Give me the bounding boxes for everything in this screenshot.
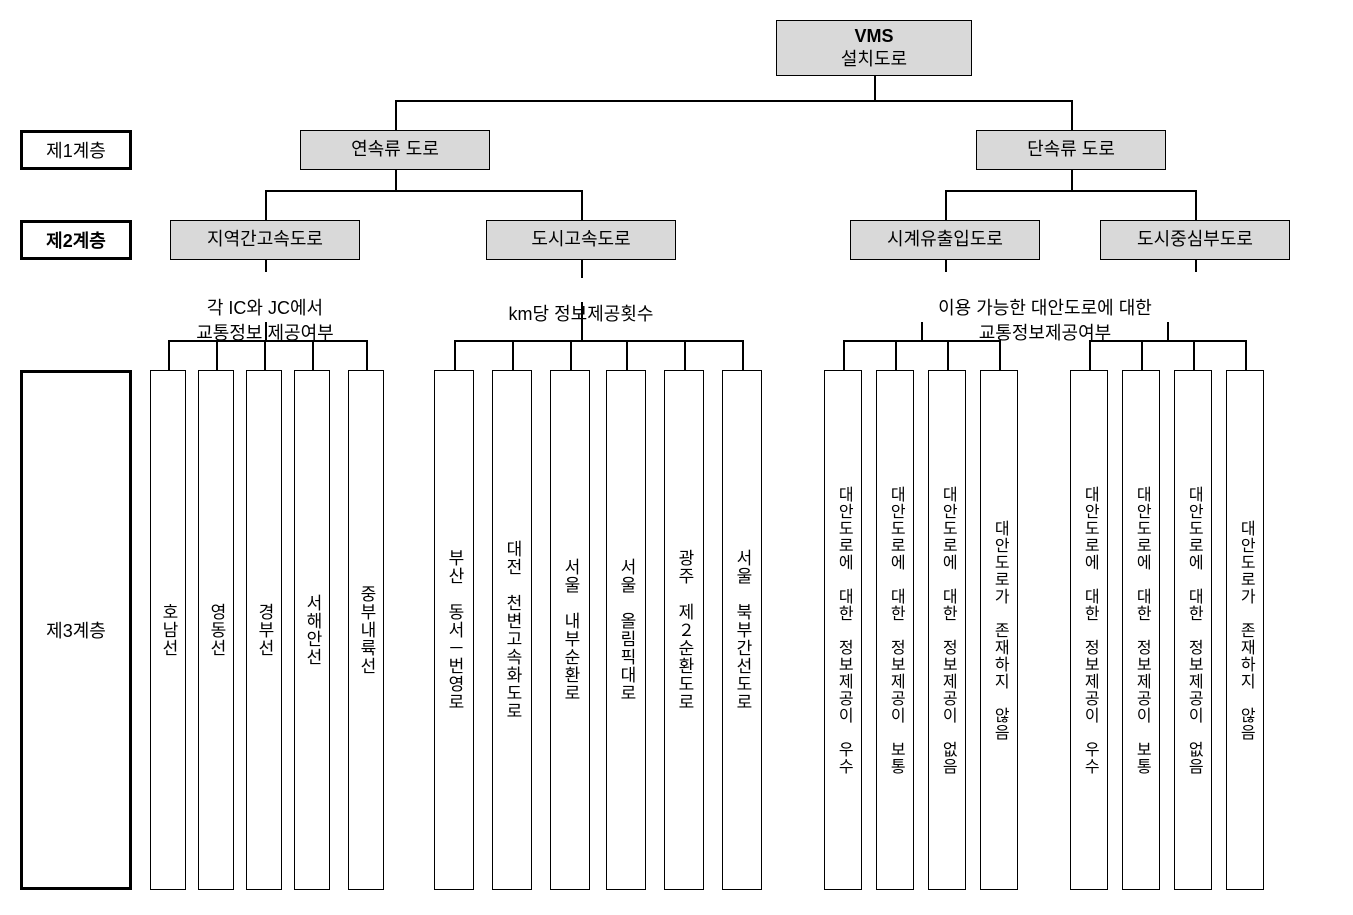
conn xyxy=(395,100,397,130)
tier2-c: 시계유출입도로 xyxy=(850,220,1040,260)
tier1-a: 연속류 도로 xyxy=(300,130,490,170)
conn xyxy=(581,302,583,340)
desc-cd: 이용 가능한 대안도로에 대한 교통정보제공여부 xyxy=(840,272,1250,345)
root-line2: 설치도로 xyxy=(841,48,907,71)
conn xyxy=(265,190,267,220)
conn xyxy=(1089,340,1091,370)
leaf-a3: 서해안선 xyxy=(294,370,330,890)
conn xyxy=(454,340,456,370)
conn xyxy=(581,190,583,220)
leaf-b0: 부산 동서－번영로 xyxy=(434,370,474,890)
conn xyxy=(1245,340,1247,370)
conn xyxy=(1193,340,1195,370)
leaf-d3: 대안도로가 존재하지 않음 xyxy=(1226,370,1264,890)
tier3-label: 제3계층 xyxy=(20,370,132,890)
tier2-b: 도시고속도로 xyxy=(486,220,676,260)
leaf-a0: 호남선 xyxy=(150,370,186,890)
conn xyxy=(1195,260,1197,272)
conn xyxy=(395,100,1071,102)
tier2-label: 제2계층 xyxy=(20,220,132,260)
conn xyxy=(1167,322,1169,340)
root-line1: VMS xyxy=(854,25,893,48)
conn xyxy=(874,76,876,100)
conn xyxy=(1195,190,1197,220)
conn xyxy=(945,190,947,220)
conn xyxy=(1071,100,1073,130)
conn xyxy=(945,260,947,272)
conn xyxy=(1141,340,1143,370)
conn xyxy=(454,340,742,342)
conn xyxy=(265,190,581,192)
conn xyxy=(947,340,949,370)
conn xyxy=(999,340,1001,370)
conn xyxy=(843,340,845,370)
conn xyxy=(742,340,744,370)
conn xyxy=(895,340,897,370)
conn xyxy=(843,340,999,342)
leaf-b3: 서울 올림픽대로 xyxy=(606,370,646,890)
leaf-b4: 광주 제２순환도로 xyxy=(664,370,704,890)
leaf-c0: 대안도로에 대한 정보제공이 우수 xyxy=(824,370,862,890)
leaf-c2: 대안도로에 대한 정보제공이 없음 xyxy=(928,370,966,890)
conn xyxy=(512,340,514,370)
conn xyxy=(168,340,366,342)
conn xyxy=(945,190,1195,192)
conn xyxy=(581,260,583,278)
conn xyxy=(264,340,266,370)
conn xyxy=(265,322,267,340)
leaf-a2: 경부선 xyxy=(246,370,282,890)
conn xyxy=(366,340,368,370)
leaf-c1: 대안도로에 대한 정보제공이 보통 xyxy=(876,370,914,890)
conn xyxy=(395,170,397,190)
leaf-d1: 대안도로에 대한 정보제공이 보통 xyxy=(1122,370,1160,890)
root-node: VMS 설치도로 xyxy=(776,20,972,76)
leaf-d2: 대안도로에 대한 정보제공이 없음 xyxy=(1174,370,1212,890)
leaf-b2: 서울 내부순환로 xyxy=(550,370,590,890)
tier1-b: 단속류 도로 xyxy=(976,130,1166,170)
tier2-a: 지역간고속도로 xyxy=(170,220,360,260)
conn xyxy=(570,340,572,370)
tier1-label: 제1계층 xyxy=(20,130,132,170)
tier2-d: 도시중심부도로 xyxy=(1100,220,1290,260)
conn xyxy=(168,340,170,370)
leaf-a4: 중부내륙선 xyxy=(348,370,384,890)
conn xyxy=(265,260,267,272)
conn xyxy=(921,322,923,340)
leaf-b5: 서울 북부간선도로 xyxy=(722,370,762,890)
leaf-b1: 대전 천변고속화도로 xyxy=(492,370,532,890)
tree-diagram: VMS 설치도로 제1계층 제2계층 제3계층 연속류 도로 단속류 도로 지역… xyxy=(20,20,1333,895)
conn xyxy=(312,340,314,370)
conn xyxy=(1071,170,1073,190)
conn xyxy=(684,340,686,370)
leaf-c3: 대안도로가 존재하지 않음 xyxy=(980,370,1018,890)
conn xyxy=(216,340,218,370)
conn xyxy=(626,340,628,370)
conn xyxy=(1089,340,1245,342)
leaf-a1: 영동선 xyxy=(198,370,234,890)
leaf-d0: 대안도로에 대한 정보제공이 우수 xyxy=(1070,370,1108,890)
